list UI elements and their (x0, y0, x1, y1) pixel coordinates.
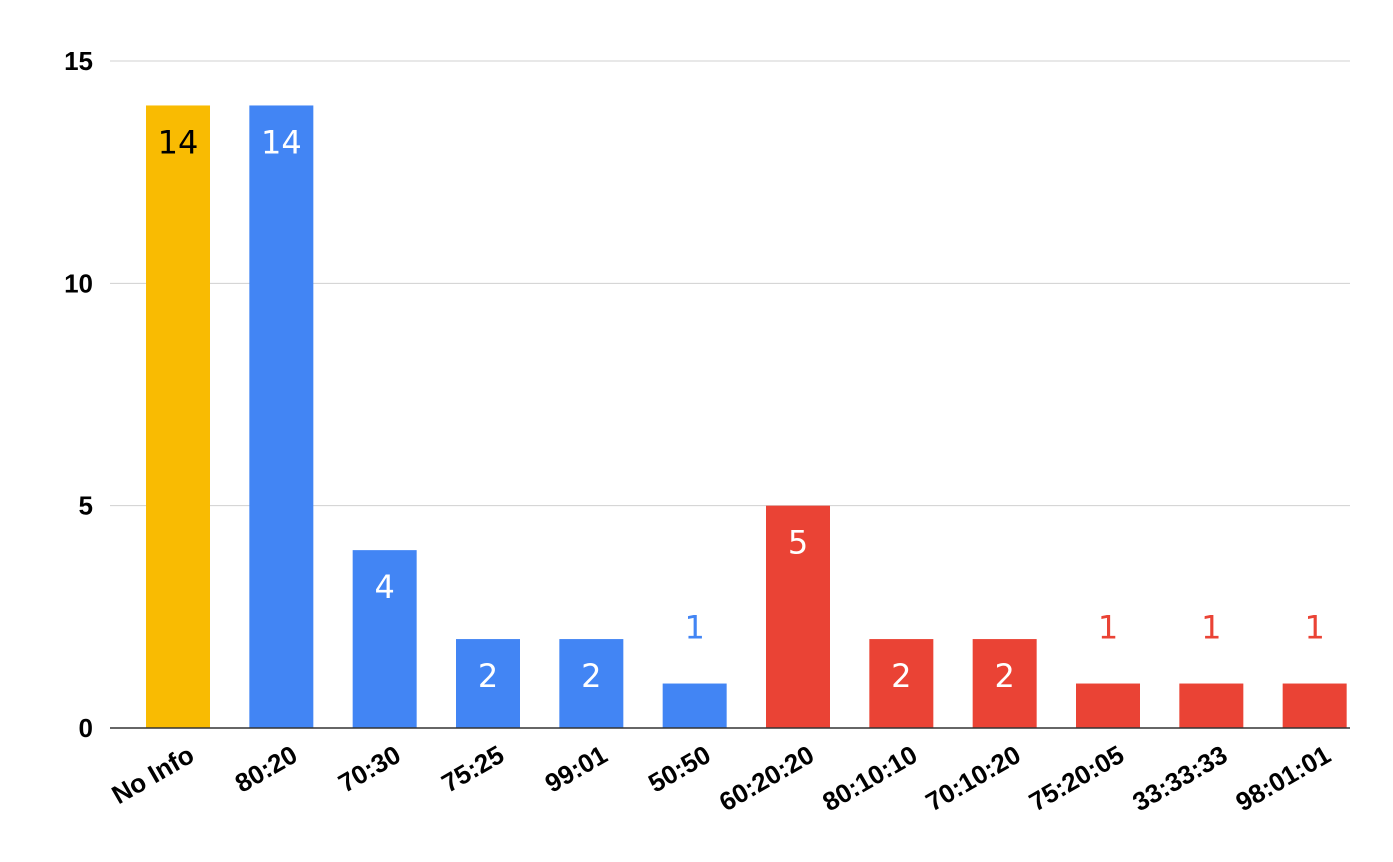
x-axis-category-labels: No Info 80:20 70:30 75:25 99:01 50:5060:20:20… (106, 739, 1335, 817)
data-label: 5 (788, 524, 808, 562)
gridlines (110, 60, 1350, 507)
data-label: 1 (1304, 609, 1324, 647)
bar (249, 105, 314, 728)
y-tick-label: 10 (64, 268, 93, 298)
bar (456, 639, 520, 728)
x-tick-label: 33:33:33 (1127, 739, 1232, 817)
x-tick-label: 98:01:01 (1231, 739, 1336, 817)
x-tick-label: 50:50 (643, 739, 716, 798)
data-label: 2 (994, 657, 1014, 695)
bar (146, 105, 210, 728)
bar (1076, 683, 1140, 728)
x-tick-label: 80:20 (230, 739, 303, 798)
data-label: 14 (261, 123, 302, 161)
bar (1282, 683, 1347, 728)
bars (146, 105, 1347, 728)
x-tick-label: 60:20:20 (714, 739, 819, 817)
y-tick-label: 5 (79, 491, 93, 521)
y-tick-label: 0 (79, 713, 93, 743)
x-tick-label: 99:01 (540, 739, 613, 798)
x-tick-label: 70:30 (333, 739, 406, 798)
x-tick-label: 75:25 (436, 739, 509, 798)
bar (662, 683, 727, 728)
bar (559, 639, 624, 728)
bar (352, 550, 417, 728)
x-tick-label: 75:20:05 (1024, 739, 1129, 817)
data-label: 2 (581, 657, 601, 695)
x-tick-label: 80:10:10 (817, 739, 922, 817)
data-label: 1 (1098, 609, 1118, 647)
data-label: 2 (478, 657, 498, 695)
bar (766, 505, 830, 728)
data-label: 2 (891, 657, 911, 695)
data-labels: 14 14 4 2 2 1 5 2 2 1 1 1 (158, 123, 1325, 695)
bar (1179, 683, 1244, 728)
y-tick-label: 15 (64, 46, 93, 76)
x-tick-label: No Info (106, 739, 199, 810)
y-axis-tick-labels: 0 5 10 15 (64, 46, 93, 743)
bar (869, 639, 934, 728)
data-label: 4 (374, 568, 394, 606)
data-label: 14 (158, 123, 199, 161)
data-label: 1 (1201, 609, 1221, 647)
x-tick-label: 70:10:20 (921, 739, 1026, 817)
bar (972, 639, 1037, 728)
data-label: 1 (684, 609, 704, 647)
